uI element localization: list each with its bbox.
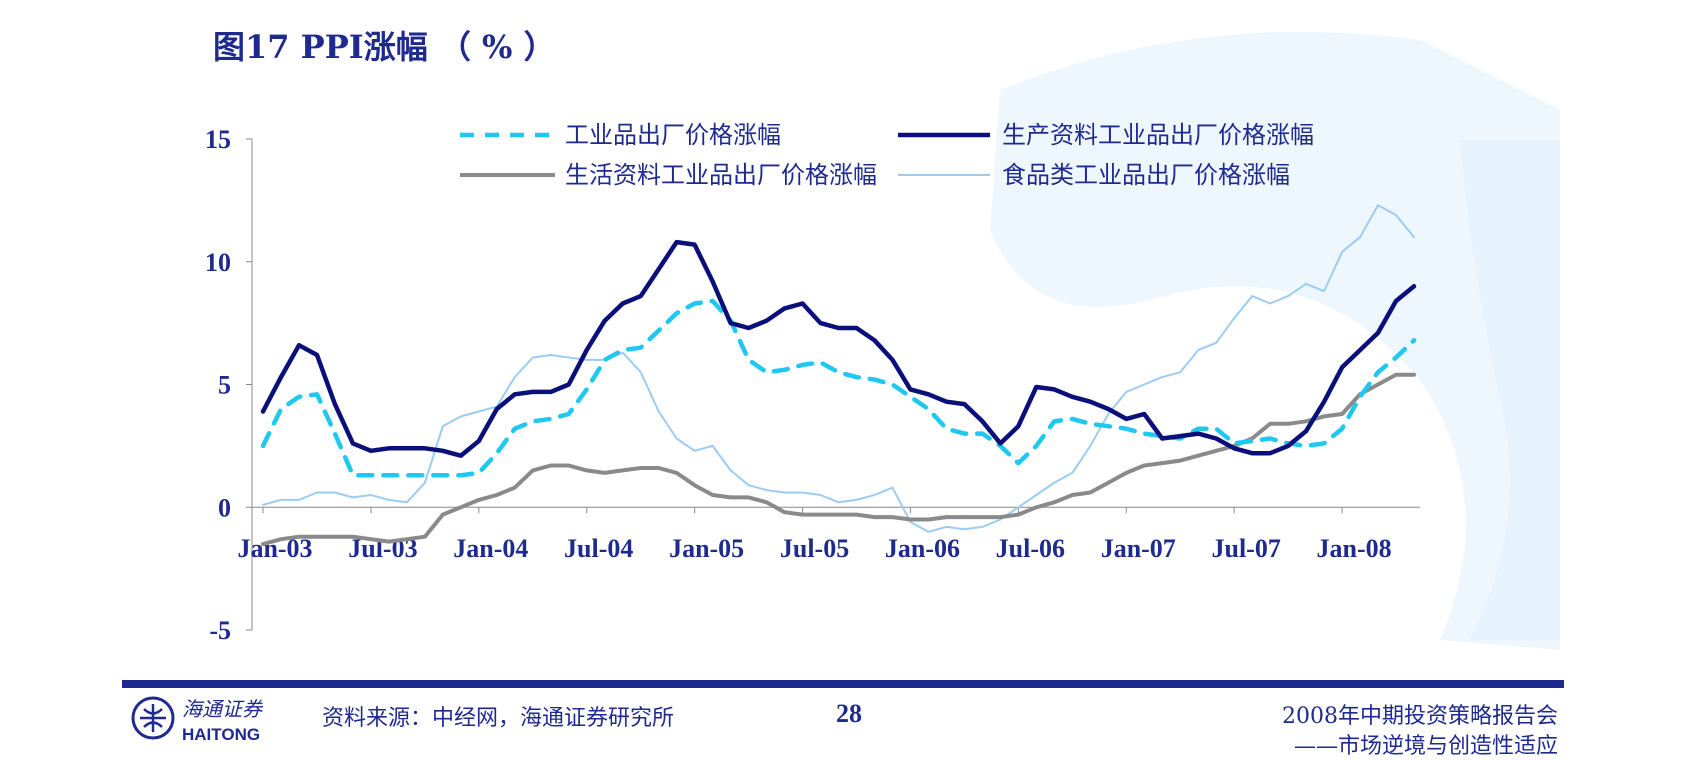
x-tick-label: Jan-07 xyxy=(1101,534,1176,563)
legend-label-3: 食品类工业品出厂价格涨幅 xyxy=(1002,161,1290,189)
y-tick-label: 5 xyxy=(218,371,231,400)
series-line-0 xyxy=(260,298,1417,478)
report-subtitle: ——市场逆境与创造性适应 xyxy=(1293,734,1558,759)
x-tick-label: Jul-07 xyxy=(1211,534,1280,563)
x-tick-label: Jul-04 xyxy=(564,534,633,563)
legend-label-2: 生活资料工业品出厂价格涨幅 xyxy=(565,161,877,189)
legend-label-0: 工业品出厂价格涨幅 xyxy=(565,121,781,149)
x-tick-label: Jan-06 xyxy=(885,534,960,563)
series-line-3 xyxy=(262,204,1415,533)
series-line-2 xyxy=(261,372,1416,547)
footer-divider xyxy=(122,680,1564,688)
x-tick-label: Jan-08 xyxy=(1317,534,1392,563)
report-title: 2008年中期投资策略报告会 xyxy=(1282,704,1558,729)
x-tick-label: Jan-04 xyxy=(453,534,528,563)
logo-en-text: HAITONG xyxy=(182,725,260,744)
series-line-1 xyxy=(260,239,1417,458)
watermark-decoration xyxy=(990,31,1560,651)
legend-label-1: 生产资料工业品出厂价格涨幅 xyxy=(1002,121,1314,149)
x-tick-label: Jul-05 xyxy=(780,534,849,563)
y-tick-label: -5 xyxy=(209,616,231,645)
y-tick-label: 10 xyxy=(205,248,231,277)
x-tick-label: Jul-06 xyxy=(996,534,1065,563)
chart-title: 图17 PPI涨幅 （ % ） xyxy=(213,28,556,66)
data-source-note: 资料来源：中经网，海通证券研究所 xyxy=(322,706,675,731)
x-tick-label: Jan-05 xyxy=(669,534,744,563)
chart-series xyxy=(260,204,1417,547)
logo-cn-text: 海通证券 xyxy=(182,697,264,721)
page-number: 28 xyxy=(836,699,862,728)
haitong-logo: 海通证券 HAITONG xyxy=(131,696,264,744)
y-tick-label: 15 xyxy=(205,125,231,154)
y-tick-label: 0 xyxy=(218,493,231,522)
